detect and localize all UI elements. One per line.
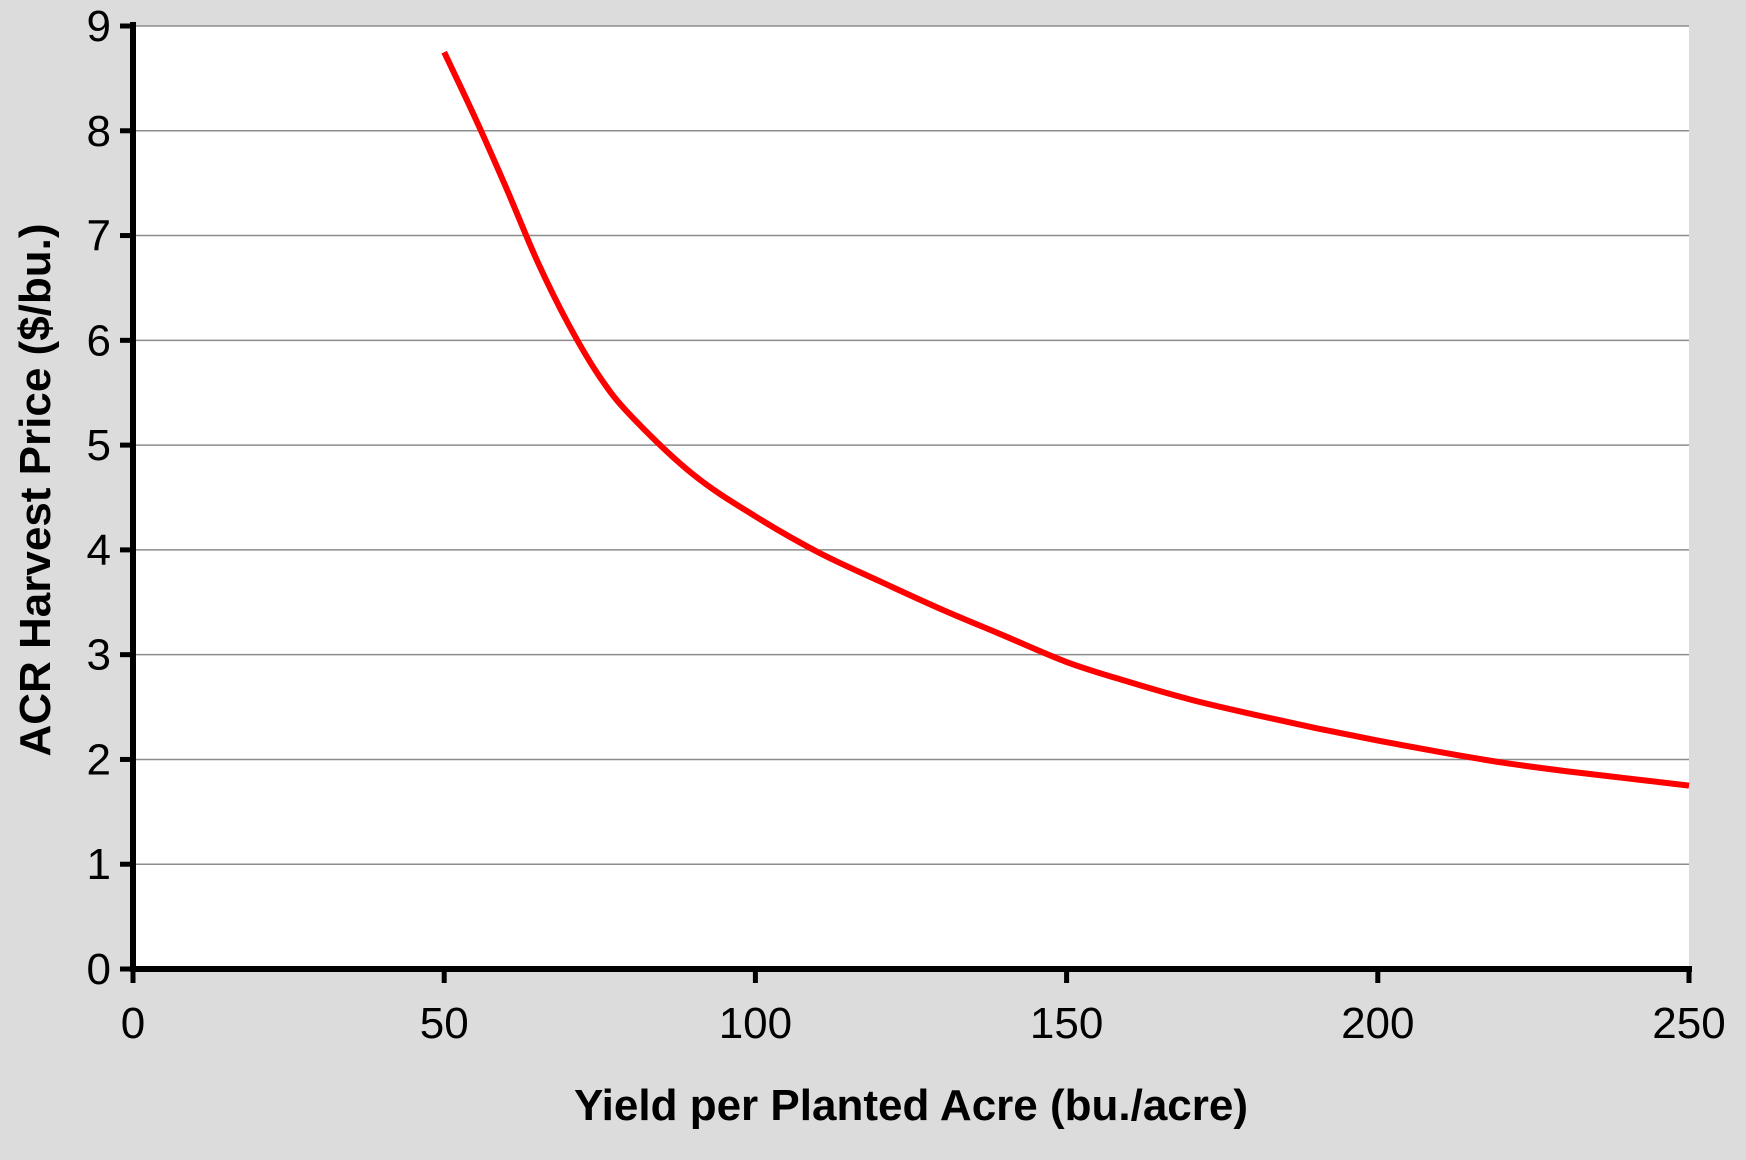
y-tick-label: 4: [87, 526, 111, 575]
x-tick-label: 50: [420, 999, 469, 1048]
y-axis-title: ACR Harvest Price ($/bu.): [11, 223, 60, 756]
x-tick-label: 100: [719, 999, 792, 1048]
x-tick-label: 0: [121, 999, 145, 1048]
y-tick-label: 9: [87, 2, 111, 51]
gridlines: [133, 25, 1689, 865]
axes: [120, 22, 1692, 983]
plot-area: [133, 26, 1689, 969]
y-tick-label: 5: [87, 421, 111, 470]
y-tick-label: 1: [87, 840, 111, 889]
y-tick-labels: 0 1 2 3 4 5 6 7 8 9: [87, 2, 111, 994]
y-tick-label: 6: [87, 316, 111, 365]
y-tick-label: 7: [87, 212, 111, 261]
x-axis-title: Yield per Planted Acre (bu./acre): [574, 1081, 1248, 1130]
series-line: [441, 50, 1690, 789]
y-tick-label: 8: [87, 107, 111, 156]
y-tick-label: 3: [87, 631, 111, 680]
x-tick-label: 150: [1030, 999, 1103, 1048]
x-tick-labels: 0 50 100 150 200 250: [121, 999, 1726, 1048]
y-tick-label: 0: [87, 945, 111, 994]
series-layer: [441, 50, 1690, 789]
x-tick-label: 250: [1652, 999, 1725, 1048]
x-tick-label: 200: [1341, 999, 1414, 1048]
y-tick-label: 2: [87, 735, 111, 784]
